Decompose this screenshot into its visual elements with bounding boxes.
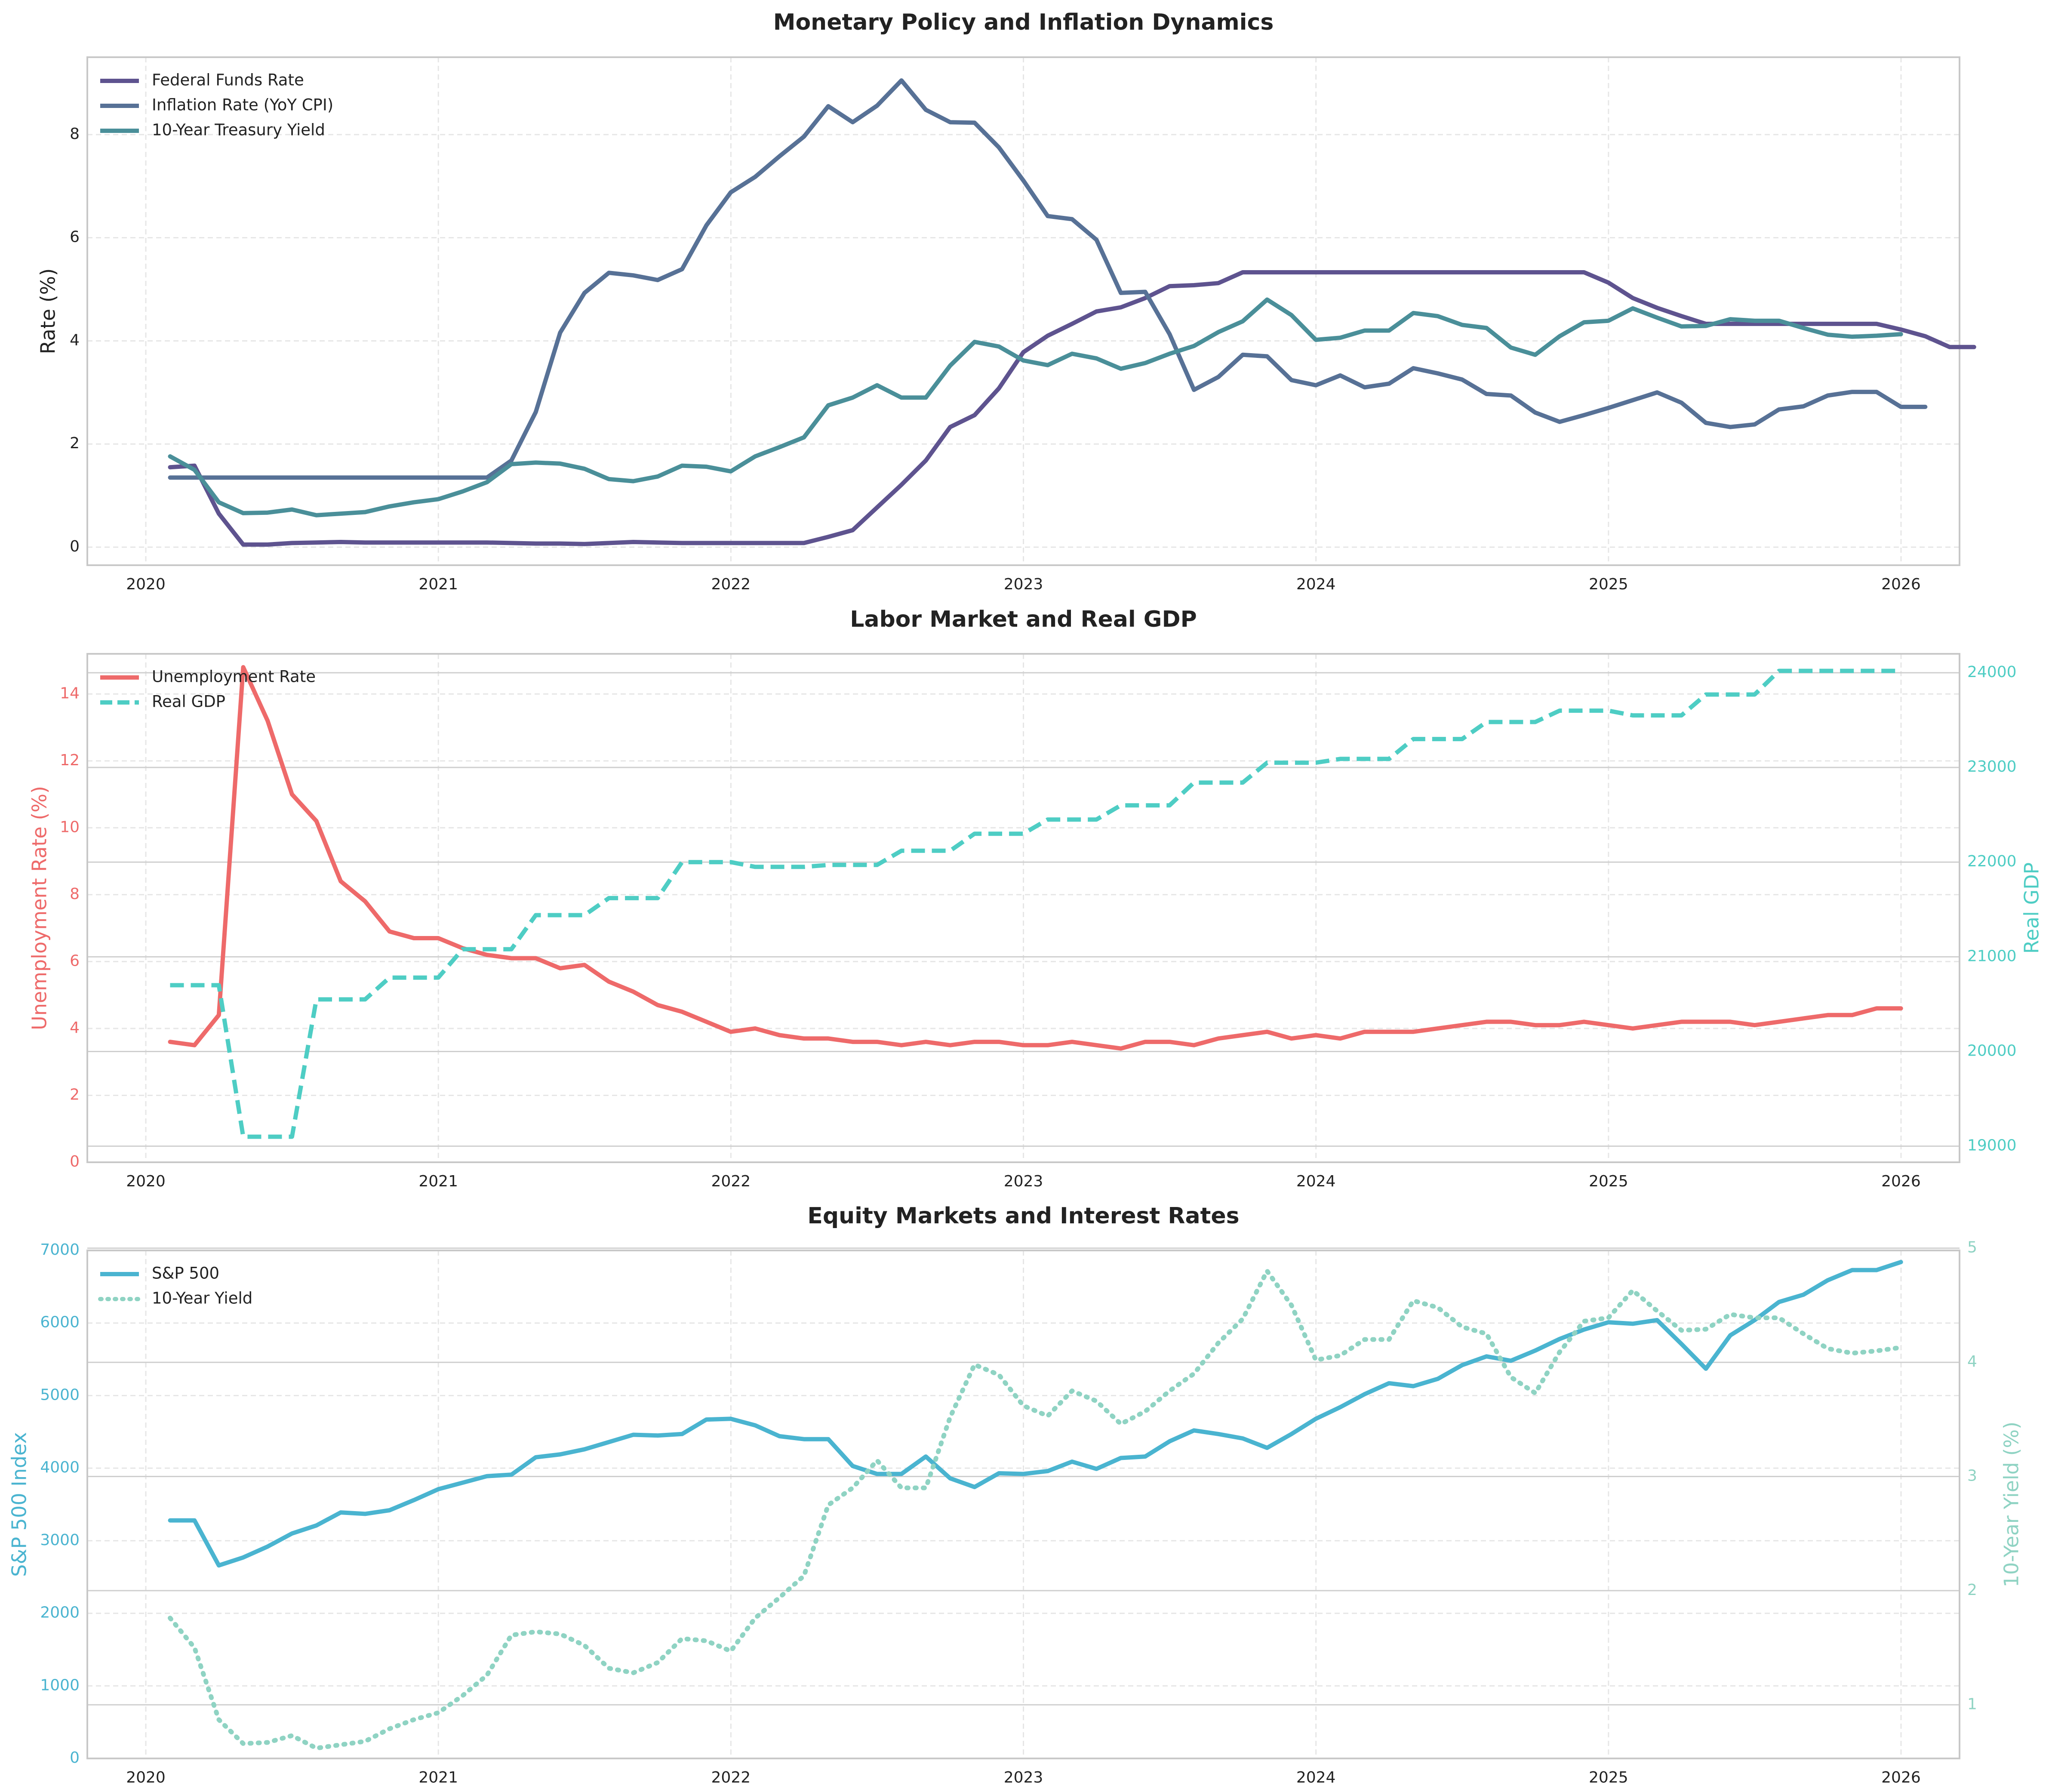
legend: S&P 500 10-Year Yield (98, 1264, 252, 1308)
y2-tick-label: 5 (1967, 1239, 1977, 1256)
y-tick-label: 14 (60, 684, 80, 702)
y-tick-label: 1000 (40, 1676, 80, 1694)
y-tick-label: 4 (70, 1019, 80, 1037)
x-tick-label: 2023 (1004, 576, 1043, 593)
y2-tick-label: 3 (1967, 1467, 1977, 1484)
x-tick-label: 2023 (1004, 1173, 1043, 1190)
series-line-unemployment-rate (168, 665, 1903, 1051)
y-tick-label: 2000 (40, 1604, 80, 1622)
y2-tick-label: 19000 (1967, 1137, 2017, 1155)
y2-axis-label: Real GDP (2020, 862, 2043, 954)
y-tick-label: 5000 (40, 1386, 80, 1404)
y2-tick-label: 20000 (1967, 1042, 2017, 1059)
legend-label: 10-Year Yield (152, 1289, 252, 1308)
y-tick-label: 0 (70, 1153, 80, 1170)
y-tick-label: 0 (70, 538, 80, 555)
y2-tick-label: 4 (1967, 1353, 1977, 1370)
y2-tick-label: 22000 (1967, 853, 2017, 870)
x-tick-label: 2020 (126, 1769, 166, 1786)
plot-frame (86, 653, 1960, 1163)
y2-axis-label: 10-Year Yield (%) (2000, 1422, 2023, 1587)
y-tick-label: 12 (60, 751, 80, 769)
x-tick-label: 2021 (418, 1769, 458, 1786)
x-tick-label: 2024 (1296, 576, 1336, 593)
legend: Federal Funds Rate Inflation Rate (YoY CP… (100, 71, 333, 139)
x-tick-label: 2025 (1589, 1173, 1628, 1190)
y-tick-label: 4000 (40, 1459, 80, 1476)
y-tick-label: 6 (70, 952, 80, 970)
y-tick-label: 8 (70, 125, 80, 143)
x-tick-label: 2021 (418, 576, 458, 593)
y-tick-label: 3000 (40, 1531, 80, 1549)
y-axis-label: S&P 500 Index (8, 1432, 31, 1577)
series-line-inflation-rate-yoy-cpi- (168, 78, 1928, 480)
y-axis-label: Rate (%) (37, 268, 60, 354)
legend-label: Federal Funds Rate (152, 71, 304, 89)
chart-title: Monetary Policy and Inflation Dynamics (773, 9, 1274, 35)
y2-tick-label: 21000 (1967, 947, 2017, 965)
x-tick-label: 2023 (1004, 1769, 1043, 1786)
x-tick-label: 2022 (711, 1769, 751, 1786)
y2-tick-label: 23000 (1967, 758, 2017, 776)
x-tick-label: 2025 (1589, 576, 1628, 593)
y-tick-label: 2 (70, 434, 80, 452)
y-tick-label: 8 (70, 885, 80, 903)
x-tick-label: 2022 (711, 576, 751, 593)
y2-tick-label: 24000 (1967, 663, 2017, 681)
legend-label: Unemployment Rate (152, 668, 316, 686)
y-tick-label: 4 (70, 331, 80, 349)
legend-label: Inflation Rate (YoY CPI) (152, 96, 333, 114)
x-tick-label: 2024 (1296, 1173, 1336, 1190)
plot-frame (86, 1250, 1960, 1759)
series-line-10-year-treasury-yield (168, 297, 1903, 517)
legend-label: Real GDP (152, 693, 225, 711)
x-tick-label: 2020 (126, 1173, 166, 1190)
x-tick-label: 2022 (711, 1173, 751, 1190)
series-line-s-p-500 (168, 1260, 1903, 1568)
series-line-10-year-yield (168, 1269, 1904, 1751)
chart-title: Equity Markets and Interest Rates (807, 1203, 1239, 1229)
chart-title: Labor Market and Real GDP (850, 607, 1197, 632)
y-tick-label: 6000 (40, 1314, 80, 1331)
legend-label: S&P 500 (152, 1264, 219, 1283)
legend: Unemployment Rate Real GDP (100, 668, 316, 711)
x-tick-label: 2025 (1589, 1769, 1628, 1786)
y-tick-label: 6 (70, 228, 80, 246)
panel-1: Monetary Policy and Inflation Dynamics20… (37, 9, 1976, 593)
y-tick-label: 10 (60, 818, 80, 836)
series-line-federal-funds-rate (168, 270, 1976, 547)
y-tick-label: 7000 (40, 1241, 80, 1259)
y-tick-label: 2 (70, 1086, 80, 1103)
x-tick-label: 2020 (126, 576, 166, 593)
y2-tick-label: 1 (1967, 1695, 1977, 1713)
x-tick-label: 2021 (418, 1173, 458, 1190)
x-tick-label: 2026 (1881, 1173, 1921, 1190)
y2-tick-label: 2 (1967, 1581, 1977, 1599)
series-line-real-gdp (170, 668, 1901, 1139)
y-axis-label: Unemployment Rate (%) (28, 786, 51, 1030)
y-tick-label: 0 (70, 1749, 80, 1767)
legend-label: 10-Year Treasury Yield (152, 121, 325, 139)
x-tick-label: 2026 (1881, 576, 1921, 593)
x-tick-label: 2026 (1881, 1769, 1921, 1786)
x-tick-label: 2024 (1296, 1769, 1336, 1786)
plot-frame (86, 56, 1960, 566)
